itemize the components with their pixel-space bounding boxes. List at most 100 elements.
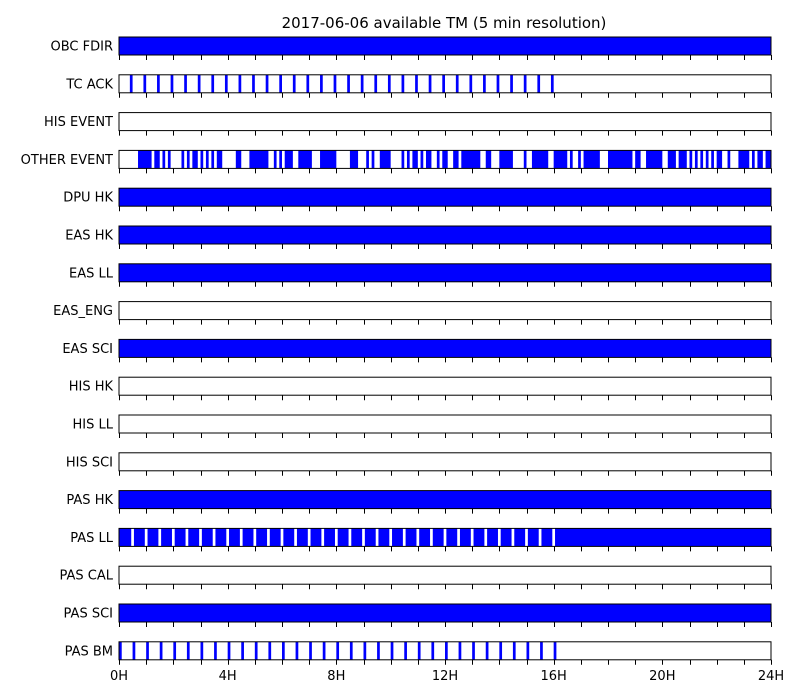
- availability-segment: [170, 74, 174, 93]
- timeline-row-other-event: OTHER EVENT: [21, 149, 772, 174]
- availability-segment: [347, 74, 350, 93]
- availability-segment: [512, 641, 516, 660]
- x-tick-label: 20H: [649, 669, 675, 684]
- availability-segment: [241, 641, 244, 660]
- availability-segment: [184, 74, 187, 93]
- availability-segment: [578, 150, 581, 169]
- row-label: EAS SCI: [62, 342, 113, 357]
- availability-segment: [472, 641, 475, 660]
- availability-segment: [119, 37, 771, 55]
- availability-segment: [154, 150, 160, 169]
- row-label: HIS LL: [73, 418, 114, 433]
- timeline-row-his-hk: HIS HK: [69, 376, 772, 401]
- availability-segment: [537, 74, 541, 93]
- availability-segment: [235, 150, 242, 169]
- availability-segment: [523, 74, 527, 93]
- availability-segment: [392, 528, 403, 547]
- availability-segment: [401, 74, 405, 93]
- availability-segment: [161, 528, 172, 547]
- row-label: EAS HK: [65, 229, 113, 244]
- row-label: OTHER EVENT: [21, 153, 113, 168]
- availability-segment: [337, 528, 349, 547]
- availability-segment: [419, 528, 431, 547]
- availability-segment: [336, 641, 340, 660]
- availability-segment: [333, 74, 337, 93]
- availability-segment: [705, 150, 709, 169]
- availability-segment: [694, 150, 698, 169]
- availability-segment: [417, 641, 421, 660]
- availability-segment: [469, 74, 473, 93]
- availability-segment: [499, 150, 513, 169]
- availability-segment: [569, 150, 573, 169]
- availability-segment: [252, 74, 255, 93]
- timeline-row-his-event: HIS EVENT: [44, 112, 772, 136]
- availability-segment: [296, 528, 308, 547]
- availability-segment: [453, 150, 459, 169]
- availability-segment: [283, 528, 295, 547]
- availability-segment: [473, 528, 485, 547]
- availability-segment: [700, 150, 704, 169]
- availability-segment: [320, 150, 337, 169]
- availability-segment: [716, 150, 723, 169]
- availability-segment: [224, 74, 228, 93]
- timeline-row-pas-bm: PAS BM: [65, 641, 772, 665]
- availability-segment: [298, 150, 312, 169]
- availability-segment: [268, 641, 272, 660]
- row-label: EAS_ENG: [53, 304, 113, 319]
- availability-segment: [583, 150, 600, 169]
- availability-segment: [459, 528, 471, 547]
- availability-segment: [119, 490, 771, 509]
- availability-segment: [256, 528, 268, 547]
- availability-segment: [667, 150, 676, 169]
- availability-segment: [390, 641, 394, 660]
- availability-segment: [229, 528, 240, 547]
- timeline-row-eas-hk: EAS HK: [65, 225, 772, 249]
- availability-segment: [455, 74, 459, 93]
- availability-segment: [442, 74, 445, 93]
- timeline-row-pas-hk: PAS HK: [66, 490, 772, 514]
- timeline-rows: OBC FDIR TC ACK HIS EVENT OTHER EVENT DPU HK…: [21, 36, 772, 665]
- row-frame: [118, 112, 772, 132]
- availability-segment: [499, 641, 503, 660]
- availability-segment: [349, 150, 359, 169]
- availability-segment: [420, 150, 424, 169]
- row-label: PAS BM: [65, 644, 113, 659]
- availability-segment: [201, 528, 213, 547]
- x-tick-label: 0H: [110, 669, 128, 684]
- availability-segment: [555, 528, 771, 547]
- row-frame: [118, 376, 772, 396]
- availability-segment: [282, 641, 285, 660]
- availability-segment: [431, 641, 435, 660]
- availability-segment: [483, 74, 486, 93]
- availability-segment: [751, 150, 755, 169]
- availability-segment: [119, 188, 771, 207]
- availability-segment: [458, 641, 462, 660]
- availability-segment: [646, 150, 663, 169]
- availability-segment: [727, 150, 731, 169]
- row-label: OBC FDIR: [51, 40, 114, 55]
- timeline-row-eas-eng: EAS_ENG: [53, 301, 772, 325]
- availability-segment: [514, 528, 526, 547]
- availability-segment: [404, 641, 407, 660]
- row-label: PAS HK: [66, 493, 113, 508]
- availability-segment: [310, 528, 322, 547]
- availability-segment: [510, 74, 513, 93]
- row-label: PAS LL: [70, 531, 114, 546]
- row-label: DPU HK: [63, 191, 113, 206]
- availability-segment: [249, 150, 269, 169]
- availability-segment: [500, 528, 512, 547]
- timeline-row-dpu-hk: DPU HK: [63, 187, 772, 212]
- timeline-row-eas-sci: EAS SCI: [62, 338, 772, 363]
- x-tick-label: 16H: [541, 669, 567, 684]
- timeline-row-his-sci: HIS SCI: [66, 452, 772, 476]
- availability-segment: [406, 150, 410, 169]
- availability-segment: [371, 150, 375, 169]
- availability-segment: [432, 528, 444, 547]
- availability-segment: [200, 641, 204, 660]
- availability-segment: [157, 74, 160, 93]
- row-label: HIS EVENT: [44, 115, 113, 130]
- availability-segment: [412, 150, 418, 169]
- availability-segment: [436, 150, 440, 169]
- availability-segment: [119, 528, 132, 547]
- availability-segment: [738, 150, 750, 169]
